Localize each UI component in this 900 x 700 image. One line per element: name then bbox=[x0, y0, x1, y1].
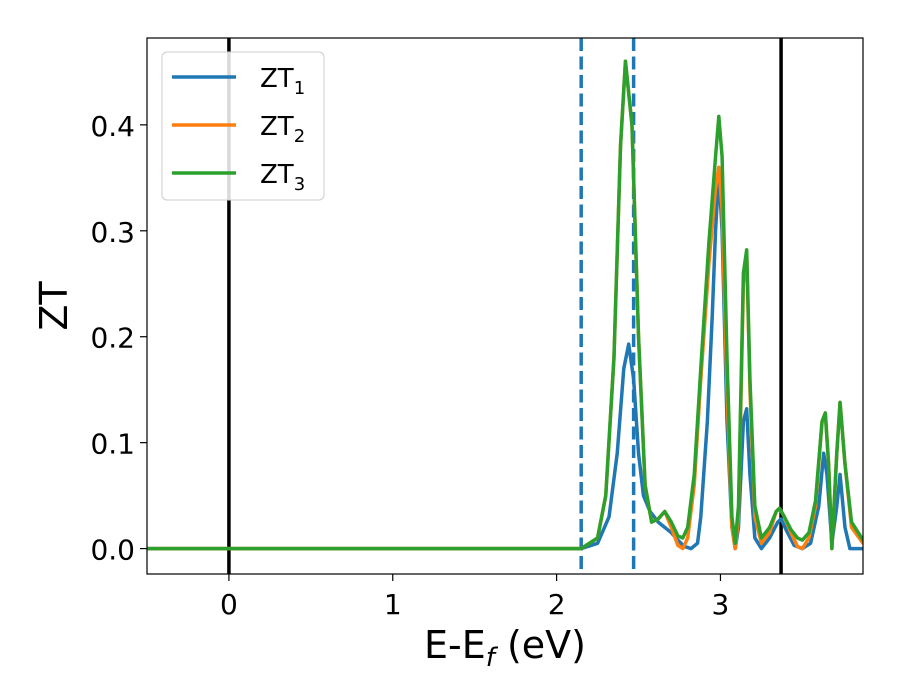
y-tick-label: 0.2 bbox=[90, 322, 135, 355]
x-tick-label: 2 bbox=[548, 588, 566, 621]
y-axis-ticks: 0.0 0.1 0.2 0.3 0.4 bbox=[90, 110, 147, 567]
x-tick-label: 1 bbox=[384, 588, 402, 621]
legend-label-main: ZT bbox=[260, 112, 294, 142]
y-axis-label: ZT bbox=[32, 281, 76, 331]
series-line-3 bbox=[147, 59, 863, 551]
legend-box bbox=[161, 51, 325, 201]
y-tick-label: 0.4 bbox=[90, 110, 135, 143]
legend-label-sub: 2 bbox=[294, 126, 305, 147]
x-axis-ticks: 0 1 2 3 bbox=[220, 574, 729, 621]
x-axis-label-suffix: (eV) bbox=[495, 623, 586, 667]
legend-label-main: ZT bbox=[260, 160, 294, 190]
legend-label-1: ZT1 bbox=[260, 64, 305, 99]
legend-label-2: ZT2 bbox=[260, 112, 305, 147]
legend-label-main: ZT bbox=[260, 64, 294, 94]
legend-label-sub: 1 bbox=[294, 78, 305, 99]
series-lines bbox=[147, 59, 863, 551]
legend-label-sub: 3 bbox=[294, 174, 305, 195]
x-axis-label: E-Ef (eV) bbox=[424, 623, 586, 673]
x-axis-label-main: E-E bbox=[424, 623, 486, 667]
plot-frame bbox=[146, 37, 864, 575]
x-tick-label: 3 bbox=[712, 588, 730, 621]
y-tick-label: 0.0 bbox=[90, 534, 135, 567]
legend-label-3: ZT3 bbox=[260, 160, 305, 195]
x-tick-label: 0 bbox=[220, 588, 238, 621]
y-tick-label: 0.1 bbox=[90, 428, 135, 461]
y-tick-label: 0.3 bbox=[90, 216, 135, 249]
